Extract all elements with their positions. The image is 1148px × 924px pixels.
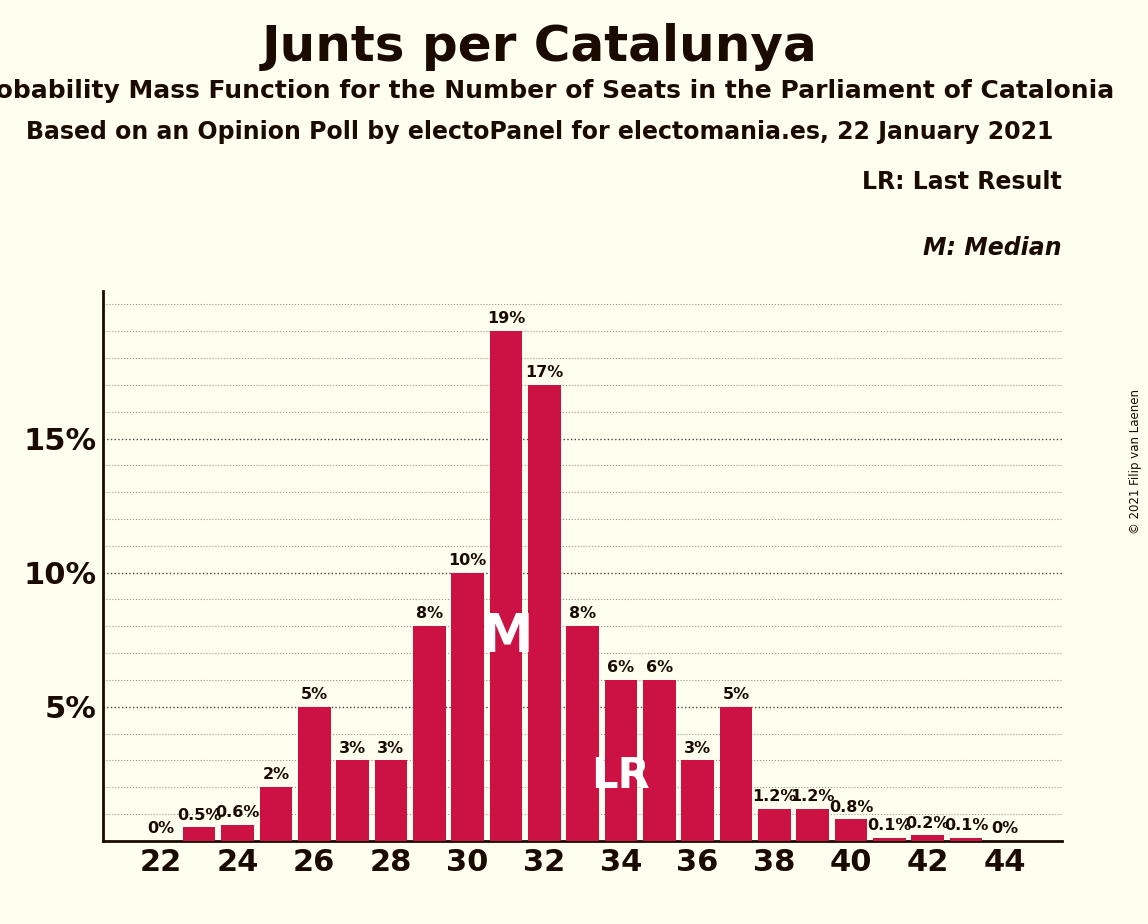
Text: 0%: 0% [147, 821, 174, 836]
Text: 1.2%: 1.2% [791, 789, 835, 804]
Text: 3%: 3% [684, 740, 712, 756]
Text: 6%: 6% [607, 660, 635, 675]
Text: 3%: 3% [339, 740, 366, 756]
Text: 6%: 6% [645, 660, 673, 675]
Text: Probability Mass Function for the Number of Seats in the Parliament of Catalonia: Probability Mass Function for the Number… [0, 79, 1115, 103]
Text: 0.2%: 0.2% [906, 816, 949, 831]
Text: LR: Last Result: LR: Last Result [862, 170, 1062, 194]
Bar [835, 820, 867, 841]
Bar [374, 760, 408, 841]
Text: 19%: 19% [487, 311, 525, 326]
Bar [797, 808, 829, 841]
Text: 2%: 2% [262, 767, 289, 783]
Text: 0.6%: 0.6% [216, 805, 259, 820]
Bar [949, 838, 983, 841]
Text: M: Median: M: Median [923, 236, 1062, 260]
Bar [528, 385, 560, 841]
Bar [336, 760, 369, 841]
Text: 5%: 5% [301, 687, 328, 702]
Text: 1.2%: 1.2% [752, 789, 797, 804]
Bar [451, 573, 483, 841]
Text: 5%: 5% [722, 687, 750, 702]
Bar [298, 707, 331, 841]
Bar [643, 680, 675, 841]
Text: 17%: 17% [525, 365, 564, 380]
Text: 8%: 8% [569, 606, 596, 622]
Text: 0.1%: 0.1% [867, 819, 912, 833]
Text: LR: LR [591, 756, 650, 797]
Text: 0.5%: 0.5% [177, 808, 222, 822]
Bar [183, 827, 216, 841]
Text: © 2021 Filip van Laenen: © 2021 Filip van Laenen [1130, 390, 1142, 534]
Bar [874, 838, 906, 841]
Bar [682, 760, 714, 841]
Text: 0.8%: 0.8% [829, 799, 874, 815]
Bar [222, 825, 254, 841]
Text: M: M [480, 611, 533, 663]
Text: 10%: 10% [449, 553, 487, 568]
Text: 0%: 0% [991, 821, 1018, 836]
Bar [413, 626, 445, 841]
Bar [912, 835, 944, 841]
Text: Junts per Catalunya: Junts per Catalunya [262, 23, 817, 71]
Bar [259, 787, 292, 841]
Bar [566, 626, 599, 841]
Bar [720, 707, 752, 841]
Text: 0.1%: 0.1% [944, 819, 988, 833]
Bar [490, 332, 522, 841]
Text: 3%: 3% [378, 740, 404, 756]
Text: 8%: 8% [416, 606, 443, 622]
Bar [605, 680, 637, 841]
Bar [758, 808, 791, 841]
Text: Based on an Opinion Poll by electoPanel for electomania.es, 22 January 2021: Based on an Opinion Poll by electoPanel … [26, 120, 1053, 144]
